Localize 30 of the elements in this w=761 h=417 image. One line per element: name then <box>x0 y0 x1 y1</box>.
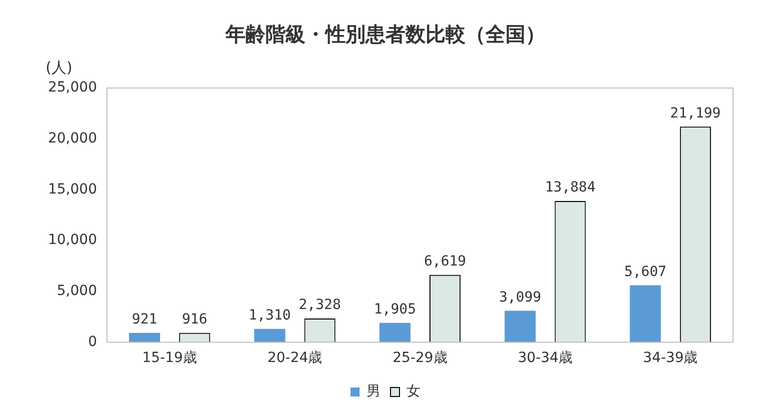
y-tick-label: 10,000 <box>48 232 97 248</box>
x-tick-label: 30-34歳 <box>518 350 573 366</box>
data-label: 5,607 <box>624 264 666 280</box>
legend-label: 女 <box>406 384 420 400</box>
y-tick-label: 0 <box>88 334 97 350</box>
data-label: 916 <box>182 312 208 328</box>
x-tick-label: 34-39歳 <box>643 350 698 366</box>
bar <box>630 285 661 342</box>
bar <box>129 332 160 342</box>
data-label: 1,905 <box>374 301 416 318</box>
y-tick-label: 15,000 <box>48 181 97 198</box>
data-label: 6,619 <box>424 254 466 270</box>
chart-title: 年齢階級・性別患者数比較（全国） <box>224 22 546 46</box>
data-label: 13,884 <box>544 180 596 196</box>
bar <box>379 322 410 342</box>
x-tick-label: 25-29歳 <box>392 350 448 366</box>
y-tick-label: 5,000 <box>56 283 97 299</box>
y-tick-label: 25,000 <box>48 80 97 96</box>
data-label: 1,310 <box>248 308 291 324</box>
data-label: 3,099 <box>499 289 542 306</box>
y-tick-label: 20,000 <box>48 130 97 146</box>
bar <box>504 310 536 342</box>
bar <box>254 328 286 342</box>
legend-label: 男 <box>366 384 380 400</box>
x-tick-label: 15-19歳 <box>142 350 197 366</box>
data-label: 21,199 <box>670 105 721 122</box>
data-label: 2,328 <box>298 297 341 314</box>
y-axis-title: (人) <box>46 58 72 76</box>
data-label: 921 <box>132 311 158 328</box>
x-tick-label: 20-24歳 <box>267 350 322 366</box>
